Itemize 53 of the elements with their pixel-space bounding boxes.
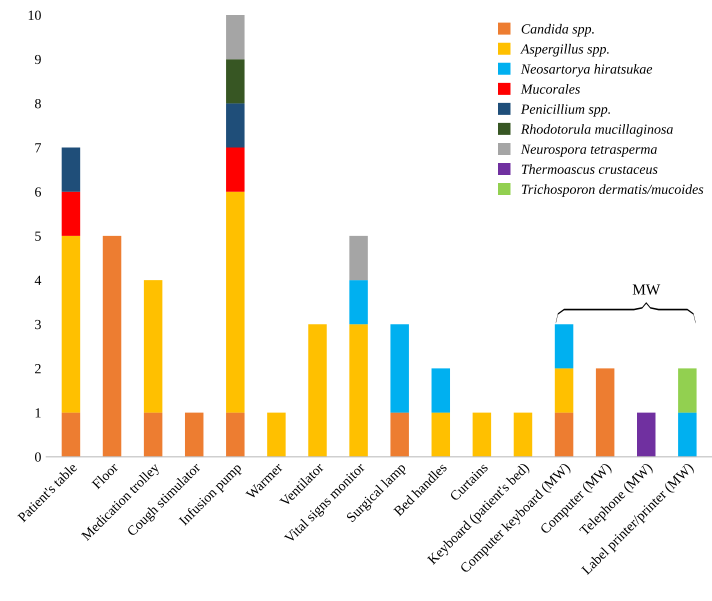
legend-label: Neurospora tetrasperma xyxy=(520,144,657,157)
bar xyxy=(554,324,574,368)
bar xyxy=(349,280,368,324)
bar xyxy=(226,15,245,60)
bar xyxy=(62,236,80,413)
bar xyxy=(144,412,162,457)
bar xyxy=(308,324,327,457)
legend-label: Candida spp. xyxy=(522,24,594,36)
y-tick-label: 2 xyxy=(35,364,41,374)
bar xyxy=(637,412,656,457)
y-tick-label: 6 xyxy=(35,187,42,197)
bar xyxy=(349,236,368,280)
bar xyxy=(349,324,368,457)
bar xyxy=(226,148,245,192)
bar xyxy=(226,192,245,413)
bar xyxy=(472,412,492,457)
legend-label: Neosartorya hiratsukae xyxy=(520,64,652,77)
legend-label: Rhodotorula mucillaginosa xyxy=(520,124,673,137)
bar xyxy=(226,412,245,457)
y-tick-label: 9 xyxy=(34,54,41,64)
bar xyxy=(390,324,409,413)
bar xyxy=(184,412,204,457)
y-tick-label: 8 xyxy=(35,98,41,108)
bar xyxy=(596,368,614,457)
bar xyxy=(514,412,532,457)
legend-label: Aspergillus spp. xyxy=(520,44,609,56)
bar xyxy=(267,412,286,457)
bar xyxy=(62,148,80,192)
bar xyxy=(554,412,574,457)
bar xyxy=(226,59,245,104)
bar xyxy=(678,368,697,413)
y-tick-label: 3 xyxy=(35,320,41,330)
y-tick-label: 10 xyxy=(28,10,41,20)
bar xyxy=(432,368,450,413)
bar xyxy=(390,412,409,457)
bar xyxy=(226,103,245,148)
bar xyxy=(62,412,80,457)
bar xyxy=(62,192,80,236)
y-tick-label: 0 xyxy=(35,452,41,462)
bar xyxy=(678,412,697,457)
y-tick-label: 5 xyxy=(35,232,41,241)
legend-label: Penicillium spp. xyxy=(520,104,610,117)
annotation: MW xyxy=(632,284,660,295)
y-tick-label: 7 xyxy=(35,143,42,152)
legend-label: Mucorales xyxy=(520,84,580,94)
legend-label: Trichosporon dermatis/mucoides xyxy=(522,184,704,197)
y-tick-label: 4 xyxy=(34,276,42,285)
bar xyxy=(144,280,162,413)
y-tick-label: 1 xyxy=(36,408,41,418)
bar xyxy=(432,412,450,457)
bar xyxy=(554,368,574,413)
bar xyxy=(102,236,122,457)
legend-label: Thermoascus crustaceus xyxy=(522,164,658,174)
